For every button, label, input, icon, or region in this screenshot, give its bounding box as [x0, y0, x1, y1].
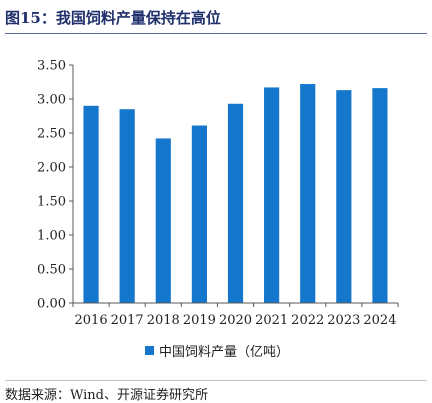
- bars: [83, 84, 388, 304]
- bar-2018: [155, 138, 171, 303]
- source-divider: [5, 380, 427, 381]
- x-tick-label: 2017: [111, 313, 144, 328]
- x-tick-label: 2021: [255, 313, 288, 328]
- bar-2016: [83, 105, 99, 303]
- y-tick-label: 3.50: [37, 59, 66, 74]
- source-note: 数据来源：Wind、开源证券研究所: [5, 388, 208, 403]
- bar-2019: [191, 125, 207, 304]
- y-tick-label: 0.00: [37, 297, 66, 312]
- y-tick-label: 2.50: [37, 127, 66, 142]
- bar-2021: [264, 87, 280, 303]
- bar-2023: [336, 90, 352, 303]
- x-tick-label: 2016: [75, 313, 108, 328]
- x-tick-label: 2018: [147, 313, 180, 328]
- y-tick-label: 3.00: [37, 93, 66, 108]
- x-axis: 2016 2017 2018 2019 2020 2021 2022 2023 2024: [72, 302, 399, 328]
- y-axis: 0.00 0.50 1.00 1.50 2.00 2.50 3.00 3.50: [37, 59, 74, 312]
- x-tick-label: 2022: [291, 313, 324, 328]
- x-tick-label: 2019: [183, 313, 216, 328]
- legend-swatch: [145, 346, 154, 355]
- bar-2020: [227, 103, 244, 303]
- y-tick-label: 1.50: [37, 195, 66, 210]
- y-tick-label: 1.00: [37, 229, 66, 244]
- legend-label: 中国饲料产量（亿吨）: [159, 345, 290, 360]
- bar-2024: [372, 88, 388, 304]
- x-tick-label: 2020: [219, 313, 252, 328]
- bar-2017: [119, 109, 135, 303]
- y-tick-label: 2.00: [37, 161, 66, 176]
- x-tick-label: 2024: [363, 313, 396, 328]
- bar-2022: [300, 84, 316, 303]
- legend: 中国饲料产量（亿吨）: [145, 341, 289, 360]
- x-tick-label: 2023: [327, 313, 360, 328]
- title-divider: [5, 33, 427, 34]
- figure-title: 图15：我国饲料产量保持在高位: [5, 9, 221, 27]
- y-tick-label: 0.50: [37, 263, 66, 278]
